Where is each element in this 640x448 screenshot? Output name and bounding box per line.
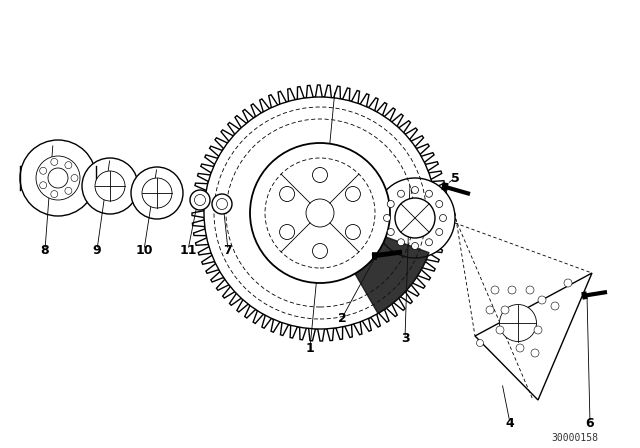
Text: 10: 10 (135, 244, 153, 257)
Circle shape (36, 156, 80, 200)
Circle shape (48, 168, 68, 188)
Circle shape (436, 228, 443, 236)
Circle shape (508, 286, 516, 294)
Circle shape (51, 190, 58, 198)
Circle shape (486, 306, 494, 314)
Polygon shape (192, 85, 448, 341)
Circle shape (491, 286, 499, 294)
Circle shape (95, 171, 125, 201)
Text: 8: 8 (41, 244, 49, 257)
Text: 4: 4 (506, 417, 515, 430)
Circle shape (190, 190, 210, 210)
Text: 11: 11 (179, 244, 196, 257)
Circle shape (526, 286, 534, 294)
Circle shape (383, 215, 390, 221)
Circle shape (499, 305, 536, 341)
Circle shape (312, 168, 328, 182)
Text: 2: 2 (338, 311, 346, 324)
Circle shape (71, 175, 78, 181)
Circle shape (426, 239, 433, 246)
Text: 7: 7 (223, 244, 232, 257)
Circle shape (65, 187, 72, 194)
Circle shape (306, 199, 334, 227)
Circle shape (564, 279, 572, 287)
Circle shape (531, 349, 539, 357)
Circle shape (216, 198, 227, 210)
Circle shape (440, 215, 447, 221)
Ellipse shape (204, 97, 436, 329)
Circle shape (426, 190, 433, 197)
Circle shape (65, 162, 72, 169)
Circle shape (395, 198, 435, 238)
Circle shape (312, 244, 328, 258)
Circle shape (195, 194, 205, 206)
Circle shape (516, 344, 524, 352)
Polygon shape (320, 213, 429, 314)
Circle shape (131, 167, 183, 219)
Circle shape (412, 242, 419, 250)
Circle shape (387, 201, 394, 207)
Ellipse shape (250, 143, 390, 283)
Polygon shape (475, 273, 592, 400)
Circle shape (538, 296, 546, 304)
Text: 3: 3 (401, 332, 410, 345)
Circle shape (280, 224, 294, 240)
Circle shape (51, 159, 58, 165)
Circle shape (20, 140, 96, 216)
Circle shape (280, 186, 294, 202)
Circle shape (142, 178, 172, 208)
Circle shape (412, 186, 419, 194)
Text: 1: 1 (306, 341, 314, 354)
Text: 30000158: 30000158 (552, 433, 598, 443)
Circle shape (387, 228, 394, 236)
Circle shape (375, 178, 455, 258)
Circle shape (40, 167, 47, 174)
Circle shape (82, 158, 138, 214)
Text: 6: 6 (586, 417, 595, 430)
Circle shape (346, 224, 360, 240)
Text: 5: 5 (451, 172, 460, 185)
Circle shape (346, 186, 360, 202)
Circle shape (212, 194, 232, 214)
Circle shape (397, 190, 404, 197)
Circle shape (496, 326, 504, 334)
Circle shape (551, 302, 559, 310)
Text: 9: 9 (93, 244, 101, 257)
Circle shape (534, 326, 542, 334)
Circle shape (477, 340, 483, 346)
Circle shape (436, 201, 443, 207)
Circle shape (40, 182, 47, 189)
Circle shape (501, 306, 509, 314)
Circle shape (397, 239, 404, 246)
